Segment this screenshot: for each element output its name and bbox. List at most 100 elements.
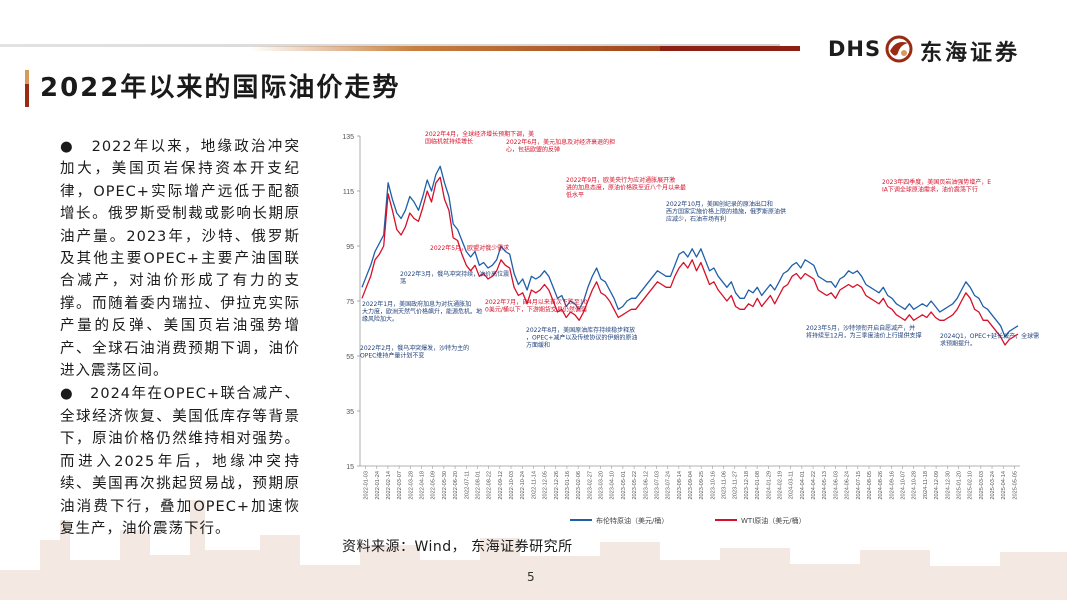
company-logo: DHS 东海证券 <box>828 33 1038 66</box>
chart-annotation: 2023年5月，沙特领衔开启自愿减产，并将持续至12月，为三季度油价上行提供支撑 <box>806 324 922 340</box>
x-tick-label: 2022-03-28 <box>408 471 414 500</box>
x-tick-label: 2024-07-15 <box>856 471 862 500</box>
x-tick-label: 2025-05-05 <box>1012 471 1018 500</box>
x-tick-label: 2023-04-10 <box>610 471 616 500</box>
y-tick-label: 95 <box>346 244 354 251</box>
x-tick-label: 2024-06-24 <box>845 471 851 500</box>
x-tick-label: 2023-10-16 <box>710 471 716 500</box>
chart-annotation: 2024Q1，OPEC+延长减产，全球需求预期提升。 <box>940 332 1039 348</box>
x-tick-label: 2022-10-24 <box>520 471 526 500</box>
x-tick-label: 2025-03-03 <box>979 471 985 500</box>
chart-annotation: 2022年3月，俄乌冲突持续，油价高位震荡 <box>400 270 509 286</box>
annotation-line: 国临机就持续增长 <box>425 138 473 146</box>
annotation-line: 2022年6月，美元加息及对经济衰退的担 <box>506 138 615 146</box>
annotation-line: 进的加息态度，原油价格跌至近八个月以来最 <box>566 184 686 192</box>
legend-label-1: 布伦特原油（美元/桶） <box>596 516 668 525</box>
x-tick-label: 2024-06-03 <box>833 471 839 500</box>
x-tick-label: 2022-01-24 <box>375 471 381 500</box>
page-number: 5 <box>527 570 535 584</box>
annotation-line: 求预期提升。 <box>940 340 976 348</box>
x-tick-label: 2025-04-14 <box>1001 471 1007 500</box>
y-tick-label: 15 <box>346 464 354 471</box>
x-tick-label: 2022-05-09 <box>431 471 437 500</box>
x-tick-label: 2023-09-04 <box>688 471 694 500</box>
x-tick-label: 2024-05-13 <box>822 471 828 500</box>
title-accent-bar <box>25 70 29 107</box>
logo-latin-text: DHS <box>828 37 882 61</box>
x-tick-label: 2024-12-09 <box>934 471 940 500</box>
header-rule-red <box>660 46 800 51</box>
x-tick-label: 2022-10-03 <box>509 471 515 500</box>
x-tick-label: 2024-04-01 <box>800 471 806 500</box>
annotation-line: 2022年1月，美国政府加息为对抗通胀加 <box>362 300 471 308</box>
x-tick-label: 2023-12-18 <box>744 471 750 500</box>
chart-annotation: 2022年6月，美元加息及对经济衰退的担心，包括欧盟的反弹 <box>506 138 615 154</box>
legend-label-2: WTI原油（美元/桶） <box>741 516 806 525</box>
annotation-line: ，OPEC+减产以及传统协议的伊朗的原油 <box>526 334 637 342</box>
x-tick-label: 2025-03-24 <box>990 471 996 500</box>
x-tick-label: 2025-01-20 <box>956 471 962 500</box>
x-tick-label: 2024-01-08 <box>755 471 761 500</box>
annotation-line: 应减少，石油市场有利 <box>666 215 726 223</box>
x-tick-label: 2024-04-22 <box>811 471 817 500</box>
x-tick-label: 2022-12-05 <box>543 471 549 500</box>
x-tick-label: 2024-10-28 <box>912 471 918 500</box>
source-note: 资料来源：Wind， 东海证券研究所 <box>342 539 573 555</box>
y-tick-label: 135 <box>342 134 354 141</box>
y-tick-label: 35 <box>346 409 354 416</box>
x-tick-label: 2023-07-24 <box>666 471 672 500</box>
chart-annotation: 2023年四季度，美国页岩油强势增产，E IA下调全球原油需求，油价震荡下行 <box>882 178 991 194</box>
bullet-list: ● 2022年以来，地缘政治冲突加大，美国页岩保持资本开支纪律，OPEC+实际增… <box>60 136 300 541</box>
chart-canvas: 15 35 55 75 95 115 135 2022-01-03 2022-01-24 2022… <box>342 130 1039 525</box>
x-tick-label: 2022-08-01 <box>475 471 481 500</box>
annotation-line: 方面缓和 <box>526 341 550 349</box>
x-tick-label: 2022-04-18 <box>420 471 426 500</box>
x-tick-label: 2022-05-30 <box>442 471 448 500</box>
annotation-line: 2024Q1，OPEC+延长减产，全球需 <box>940 332 1039 340</box>
x-tick-label: 2023-09-25 <box>699 471 705 500</box>
logo-chinese-text: 东海证券 <box>920 41 1021 66</box>
annotation-line: 大力度，欧洲天然气价格飙升，能源危机。地 <box>362 308 482 316</box>
x-tick-label: 2023-02-27 <box>587 471 593 500</box>
x-tick-label: 2024-12-30 <box>945 471 951 500</box>
logo-wave-icon <box>885 35 913 63</box>
x-tick-label: 2022-06-20 <box>453 471 459 500</box>
x-tick-label: 2023-11-27 <box>733 471 739 499</box>
x-tick-label: 2023-11-06 <box>722 471 728 499</box>
x-tick-label: 2023-05-22 <box>632 471 638 500</box>
x-tick-label: 2024-02-19 <box>777 471 783 500</box>
x-tick-label: 2023-01-16 <box>565 471 571 500</box>
series-line-2 <box>361 176 1019 346</box>
x-tick-label: 2022-11-14 <box>531 471 537 499</box>
annotation-line: 2022年9月，欧美央行为应对通胀展开激 <box>566 176 675 184</box>
annotation-line: 2023年四季度，美国页岩油强势增产，E <box>882 178 991 186</box>
title-accent-bar-top <box>25 70 29 84</box>
y-tick-label: 115 <box>343 189 354 196</box>
annotation-line: 心，包括欧盟的反弹 <box>506 146 560 154</box>
x-tick-label: 2023-05-01 <box>621 471 627 500</box>
chart-annotation: 2022年9月，欧美央行为应对通胀展开激进的加息态度，原油价格跌至近八个月以来最… <box>566 176 686 199</box>
chart-annotation: 2022年4月，全球经济增长预期下调，美国临机就持续增长 <box>425 130 534 146</box>
chart-annotation: 2022年10月，美国创纪录的原油出口和西方国家实施价格上限的措施，俄罗斯原油供… <box>666 200 786 223</box>
annotation-line: 缘风险加大。 <box>362 315 398 323</box>
x-tick-label: 2025-02-10 <box>968 471 974 500</box>
chart-annotation: 2022年1月，美国政府加息为对抗通胀加大力度，欧洲天然气价格飙升，能源危机。地… <box>362 300 482 323</box>
oil-price-chart: 15 35 55 75 95 115 135 2022-01-03 2022-01-24 2022… <box>330 128 1039 538</box>
annotation-line: 2022年3月，俄乌冲突持续，油价高位震 <box>400 270 509 278</box>
chart-annotation: 2022年5月，欧盟对俄少需求 <box>430 244 509 252</box>
x-tick-label: 2024-09-16 <box>889 471 895 500</box>
skyline-background <box>0 500 1067 600</box>
annotation-line: 2022年10月，美国创纪录的原油出口和 <box>666 200 773 208</box>
annotation-line: 西方国家实施价格上限的措施，俄罗斯原油供 <box>666 208 786 216</box>
page-title: 2022年以来的国际油价走势 <box>40 73 401 103</box>
y-tick-label: 75 <box>346 299 354 306</box>
y-tick-label: 55 <box>346 354 354 361</box>
annotation-line: IA下调全球原油需求，油价震荡下行 <box>882 186 978 194</box>
chart-annotation: 2022年2月，俄乌冲突爆发，沙特为主的 OPEC维持产量计划不变 <box>360 344 469 360</box>
x-tick-label: 2024-11-18 <box>923 471 929 499</box>
x-tick-label: 2023-02-06 <box>576 471 582 500</box>
x-tick-label: 2023-03-20 <box>599 471 605 500</box>
x-tick-label: 2022-08-22 <box>487 471 493 500</box>
annotation-line: 低水平 <box>566 191 584 199</box>
annotation-line: 荡 <box>400 278 406 286</box>
